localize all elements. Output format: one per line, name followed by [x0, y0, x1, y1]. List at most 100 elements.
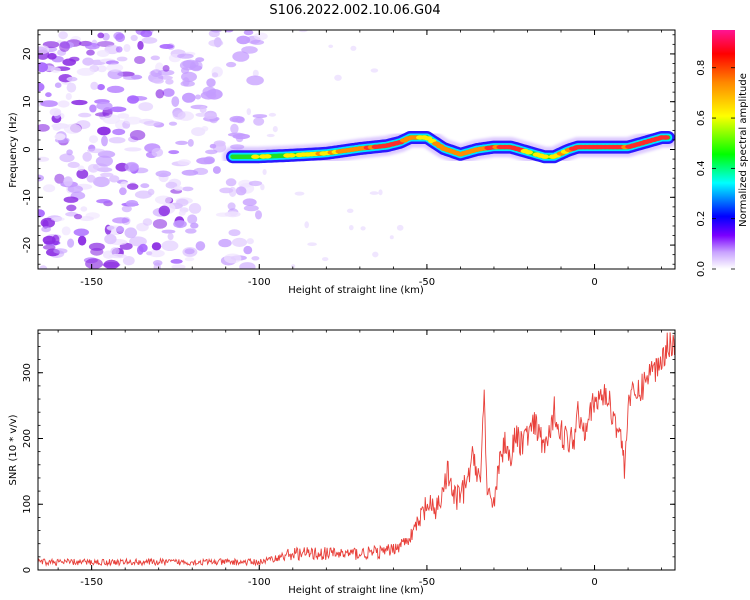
y-tick-label: 0 — [22, 146, 33, 152]
snr-series-line — [38, 332, 675, 567]
noise-blob — [43, 184, 56, 193]
noise-blob — [211, 72, 219, 78]
noise-blob — [184, 248, 195, 255]
noise-blob — [304, 221, 310, 229]
noise-blob — [372, 251, 379, 258]
noise-blob — [396, 224, 404, 231]
colorbar-label: Normalized spectral amplitude — [738, 73, 749, 227]
noise-blob — [59, 153, 75, 163]
noise-blob — [95, 112, 110, 117]
noise-blob — [184, 257, 195, 262]
noise-blob — [112, 217, 130, 224]
x-tick-label: -50 — [419, 577, 435, 588]
noise-blob — [239, 262, 256, 269]
noise-blob — [97, 84, 105, 91]
noise-blob — [109, 253, 127, 259]
noise-blob — [130, 34, 138, 42]
noise-blob — [88, 242, 105, 251]
figure-title: S106.2022.002.10.06.G04 — [269, 3, 440, 18]
spectrogram-xlabel: Height of straight line (km) — [288, 285, 424, 296]
noise-blob — [85, 42, 100, 50]
noise-blob — [78, 112, 92, 118]
colorbar-tick-label: 0.4 — [696, 160, 707, 176]
noise-blob — [138, 102, 154, 112]
noise-blob — [106, 85, 125, 93]
noise-blob — [123, 44, 131, 52]
noise-blob — [63, 196, 79, 203]
noise-blob — [158, 205, 170, 217]
noise-blob — [204, 112, 218, 119]
noise-blob — [85, 258, 103, 269]
noise-blob — [80, 206, 88, 212]
noise-blob — [120, 181, 129, 188]
ridge-core — [251, 154, 260, 159]
noise-blob — [225, 178, 237, 187]
noise-blob — [226, 61, 237, 68]
noise-blob — [175, 140, 189, 145]
noise-blob — [236, 35, 251, 45]
noise-blob — [96, 101, 113, 111]
noise-blob — [129, 130, 146, 141]
x-tick-label: -50 — [419, 277, 435, 288]
noise-blob — [291, 264, 296, 269]
noise-blob — [112, 128, 126, 136]
noise-blob — [206, 78, 216, 87]
noise-blob — [54, 173, 65, 184]
noise-blob — [231, 117, 239, 122]
noise-blob — [86, 174, 96, 183]
noise-blob — [346, 208, 354, 213]
noise-blob — [227, 202, 236, 211]
noise-blob — [252, 114, 268, 119]
noise-blob — [334, 74, 342, 81]
snr-ylabel: SNR (10 * v/v) — [8, 414, 19, 485]
noise-blob — [82, 57, 94, 66]
noise-blob — [143, 120, 161, 127]
noise-blob — [100, 172, 114, 177]
noise-blob — [107, 69, 124, 80]
noise-blob — [96, 50, 110, 57]
noise-blob — [228, 229, 241, 237]
noise-blob — [137, 40, 144, 50]
noise-blob — [205, 149, 218, 155]
noise-blob — [195, 241, 206, 251]
noise-blob — [155, 89, 165, 99]
noise-blob — [59, 41, 70, 52]
noise-blob — [122, 256, 135, 266]
noise-blob — [152, 260, 163, 266]
noise-blob — [349, 225, 354, 231]
noise-blob — [255, 210, 262, 220]
noise-blob — [87, 148, 105, 154]
noise-blob — [66, 82, 77, 93]
noise-blob — [65, 93, 72, 100]
ridge-core — [524, 150, 533, 155]
snr-plot-area — [38, 330, 675, 570]
noise-blob — [182, 59, 199, 69]
noise-blob — [104, 234, 117, 245]
noise-blob — [250, 39, 265, 45]
noise-blob — [266, 133, 275, 138]
noise-blob — [40, 217, 55, 228]
noise-blob — [188, 203, 202, 214]
colorbar-tick-label: 0.0 — [696, 261, 707, 277]
noise-blob — [117, 113, 130, 119]
noise-blob — [119, 187, 127, 196]
noise-blob — [260, 183, 265, 191]
noise-blob — [54, 82, 62, 88]
noise-blob — [370, 68, 379, 73]
noise-blob — [231, 237, 248, 247]
noise-blob — [167, 233, 174, 241]
noise-blob — [172, 110, 186, 120]
noise-blob — [51, 217, 65, 222]
noise-blob — [224, 211, 241, 218]
colorbar-tick-label: 0.8 — [696, 60, 707, 76]
noise-blob — [141, 37, 158, 44]
noise-blob — [262, 169, 267, 175]
noise-blob — [135, 30, 146, 35]
noise-blob — [90, 81, 99, 90]
noise-blob — [39, 265, 48, 269]
noise-blob — [121, 205, 132, 213]
y-tick-label: 200 — [22, 429, 33, 448]
noise-blob — [165, 78, 174, 85]
noise-blob — [38, 82, 45, 92]
